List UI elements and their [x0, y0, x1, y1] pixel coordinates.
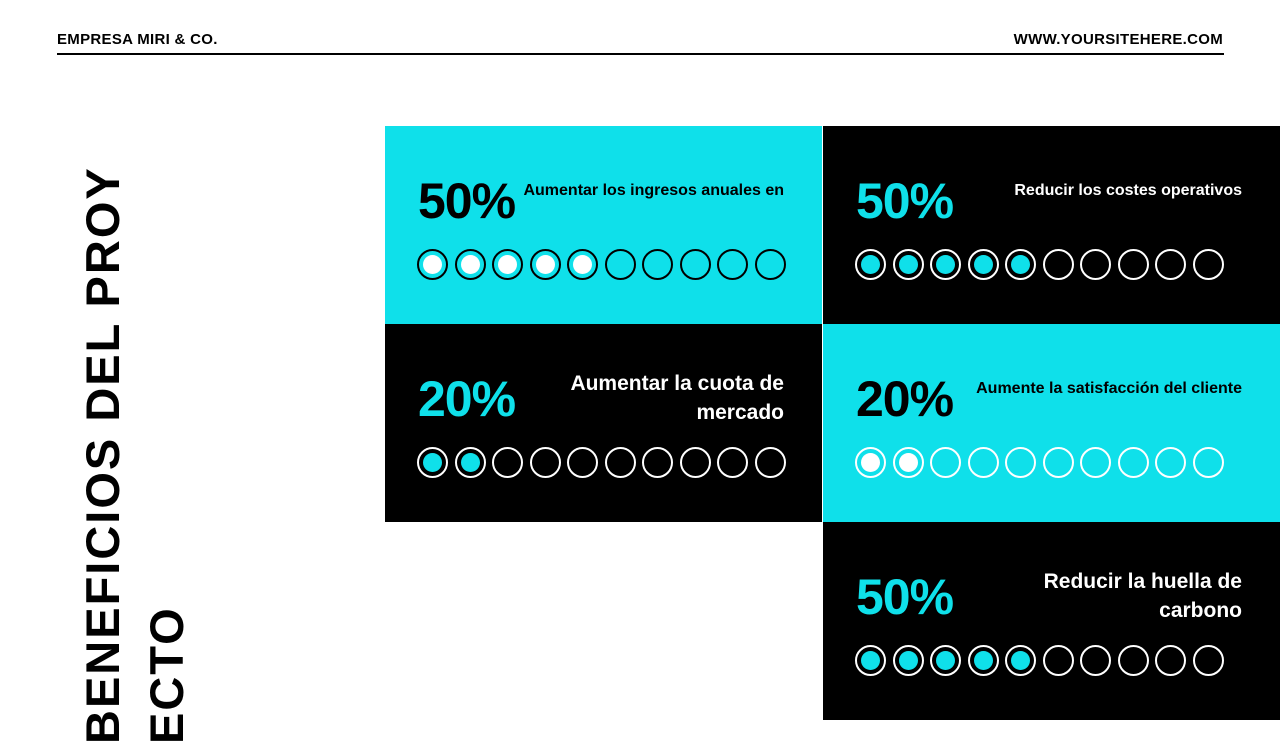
empty-dot-icon: [717, 249, 748, 280]
filled-dot-icon: [417, 249, 448, 280]
benefit-description: Reducir los costes operativos: [1014, 182, 1242, 199]
empty-dot-icon: [1192, 645, 1224, 676]
empty-dot-icon: [1080, 645, 1111, 676]
empty-dot-icon: [754, 447, 786, 478]
benefit-panel: 20% Aumente la satisfacción del cliente: [823, 324, 1280, 522]
benefit-panel: 20% Aumentar la cuota de mercado: [385, 324, 822, 522]
website: WWW.YOURSITEHERE.COM: [1013, 31, 1223, 48]
empty-dot-icon: [679, 447, 711, 478]
empty-dot-icon: [1005, 447, 1036, 478]
filled-dot-icon: [1005, 645, 1036, 676]
filled-dot-icon: [892, 249, 924, 280]
benefit-panel: 50% Reducir los costes operativos: [823, 126, 1280, 324]
filled-dot-icon: [967, 249, 999, 280]
empty-dot-icon: [642, 447, 673, 478]
empty-dot-icon: [1155, 249, 1186, 280]
benefit-description: Reducir la huella de carbono: [1043, 570, 1242, 622]
empty-dot-icon: [1080, 447, 1111, 478]
benefit-percent: 50%: [856, 173, 954, 229]
empty-dot-icon: [1155, 645, 1186, 676]
benefit-percent: 50%: [856, 569, 954, 625]
filled-dot-icon: [1005, 249, 1036, 280]
benefit-description: Aumente la satisfacción del cliente: [976, 380, 1242, 397]
empty-dot-icon: [492, 447, 523, 478]
empty-dot-icon: [604, 249, 636, 280]
empty-dot-icon: [1080, 249, 1111, 280]
page-title: BENEFICIOS DEL PROY ECTO: [71, 154, 199, 744]
benefit-percent: 20%: [418, 371, 516, 427]
benefit-description: Aumentar los ingresos anuales en: [523, 182, 784, 199]
empty-dot-icon: [1155, 447, 1186, 478]
filled-dot-icon: [417, 447, 448, 478]
empty-dot-icon: [604, 447, 636, 478]
empty-dot-icon: [1192, 249, 1224, 280]
benefit-percent: 20%: [856, 371, 954, 427]
benefit-panel: 50% Reducir la huella de carbono: [823, 522, 1280, 720]
empty-dot-icon: [642, 249, 673, 280]
empty-dot-icon: [930, 447, 961, 478]
filled-dot-icon: [930, 645, 961, 676]
company-name: EMPRESA MIRI & CO.: [57, 31, 218, 48]
empty-dot-icon: [529, 447, 561, 478]
filled-dot-icon: [855, 447, 886, 478]
filled-dot-icon: [529, 249, 561, 280]
filled-dot-icon: [454, 447, 486, 478]
empty-dot-icon: [1042, 645, 1074, 676]
empty-dot-icon: [967, 447, 999, 478]
filled-dot-icon: [454, 249, 486, 280]
empty-dot-icon: [717, 447, 748, 478]
benefit-percent: 50%: [418, 173, 516, 229]
empty-dot-icon: [1117, 645, 1149, 676]
filled-dot-icon: [855, 645, 886, 676]
progress-dots: [855, 645, 1224, 676]
filled-dot-icon: [892, 447, 924, 478]
benefit-panel: 50% Aumentar los ingresos anuales en: [385, 126, 822, 324]
filled-dot-icon: [967, 645, 999, 676]
title-line-2: ECTO: [140, 606, 193, 744]
filled-dot-icon: [567, 249, 598, 280]
progress-dots: [855, 447, 1224, 478]
filled-dot-icon: [492, 249, 523, 280]
empty-dot-icon: [679, 249, 711, 280]
progress-dots: [417, 249, 786, 280]
filled-dot-icon: [930, 249, 961, 280]
empty-dot-icon: [567, 447, 598, 478]
title-line-1: BENEFICIOS DEL PROY: [76, 166, 129, 744]
empty-dot-icon: [754, 249, 786, 280]
empty-dot-icon: [1117, 447, 1149, 478]
empty-dot-icon: [1117, 249, 1149, 280]
header-divider: [57, 53, 1224, 55]
empty-dot-icon: [1192, 447, 1224, 478]
empty-dot-icon: [1042, 447, 1074, 478]
filled-dot-icon: [892, 645, 924, 676]
progress-dots: [417, 447, 786, 478]
empty-dot-icon: [1042, 249, 1074, 280]
progress-dots: [855, 249, 1224, 280]
filled-dot-icon: [855, 249, 886, 280]
benefit-description: Aumentar la cuota de mercado: [570, 372, 784, 424]
